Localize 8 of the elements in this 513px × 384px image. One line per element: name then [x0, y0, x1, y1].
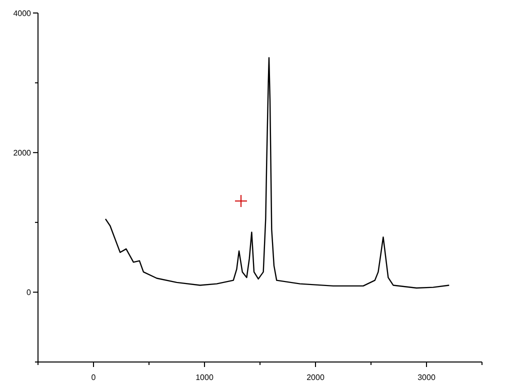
y-tick-label: 2000	[13, 148, 32, 158]
x-tick-label: 1000	[196, 373, 214, 382]
y-tick-label: 0	[26, 288, 32, 298]
line-series	[104, 57, 450, 289]
x-tick-label: 3000	[418, 373, 436, 382]
x-tick-label: 2000	[306, 373, 325, 382]
x-tick-label: 0	[91, 373, 96, 382]
y-tick-label: 4000	[13, 9, 32, 18]
